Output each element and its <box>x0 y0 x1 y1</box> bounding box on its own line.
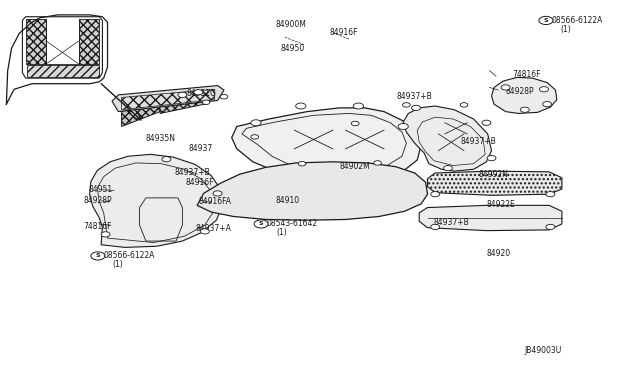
Text: S: S <box>259 221 264 227</box>
Circle shape <box>251 135 259 139</box>
Text: 84928P: 84928P <box>83 196 112 205</box>
Text: 84902M: 84902M <box>339 162 370 171</box>
Polygon shape <box>428 171 562 195</box>
Polygon shape <box>79 19 99 64</box>
Text: 08566-6122A: 08566-6122A <box>104 251 155 260</box>
Circle shape <box>539 16 553 25</box>
Text: 74816F: 74816F <box>83 222 112 231</box>
Polygon shape <box>232 108 421 182</box>
Circle shape <box>374 161 381 165</box>
Polygon shape <box>122 99 160 126</box>
Text: 08543-61642: 08543-61642 <box>266 219 317 228</box>
Text: (1): (1) <box>276 228 287 237</box>
Circle shape <box>403 103 410 107</box>
Text: 84951G: 84951G <box>187 89 217 98</box>
Circle shape <box>91 252 105 260</box>
Polygon shape <box>197 162 428 220</box>
Circle shape <box>546 192 555 197</box>
Text: JB49003U: JB49003U <box>525 346 562 355</box>
Circle shape <box>213 191 222 196</box>
Text: 84937+B: 84937+B <box>175 169 211 177</box>
Circle shape <box>351 121 359 126</box>
Circle shape <box>540 87 548 92</box>
Circle shape <box>178 92 187 97</box>
Polygon shape <box>403 106 492 171</box>
Polygon shape <box>160 93 205 113</box>
Text: 84916F: 84916F <box>330 28 358 37</box>
Circle shape <box>482 120 491 125</box>
Text: 84937+B: 84937+B <box>397 92 433 101</box>
Circle shape <box>101 232 110 237</box>
Circle shape <box>353 103 364 109</box>
Text: 84900M: 84900M <box>275 20 306 29</box>
Text: 84910: 84910 <box>275 196 300 205</box>
Text: 84992N: 84992N <box>479 170 509 179</box>
Circle shape <box>546 224 555 230</box>
Circle shape <box>162 157 171 162</box>
Text: 84935N: 84935N <box>146 134 176 143</box>
Polygon shape <box>419 205 562 231</box>
Text: (1): (1) <box>560 25 571 33</box>
Text: S: S <box>95 253 100 259</box>
Text: 84937+B: 84937+B <box>434 218 470 227</box>
Circle shape <box>202 100 210 105</box>
Polygon shape <box>492 77 557 113</box>
Text: 84937+B: 84937+B <box>461 137 497 146</box>
Circle shape <box>431 192 440 197</box>
Polygon shape <box>112 86 224 112</box>
Circle shape <box>444 166 452 171</box>
Circle shape <box>520 107 529 112</box>
Circle shape <box>398 124 408 129</box>
Circle shape <box>194 90 203 95</box>
Circle shape <box>487 155 496 161</box>
Circle shape <box>501 85 510 90</box>
Circle shape <box>543 102 552 107</box>
Text: 84916FA: 84916FA <box>198 197 232 206</box>
Circle shape <box>251 120 261 126</box>
Text: 84950: 84950 <box>280 44 305 53</box>
Polygon shape <box>90 154 223 247</box>
Circle shape <box>412 105 420 110</box>
Text: S: S <box>543 18 548 23</box>
Text: 84922E: 84922E <box>486 200 515 209</box>
Circle shape <box>200 229 209 234</box>
Polygon shape <box>26 19 46 64</box>
Polygon shape <box>27 65 99 77</box>
Text: 84937: 84937 <box>189 144 213 153</box>
Text: 08566-6122A: 08566-6122A <box>552 16 603 25</box>
Circle shape <box>460 103 468 107</box>
Circle shape <box>220 94 228 99</box>
Text: (1): (1) <box>112 260 123 269</box>
Text: 84951: 84951 <box>88 185 113 194</box>
Circle shape <box>298 161 306 166</box>
Circle shape <box>431 224 440 230</box>
Text: 84920: 84920 <box>486 249 511 258</box>
Text: 74816F: 74816F <box>512 70 541 79</box>
Text: 84916F: 84916F <box>186 178 214 187</box>
Circle shape <box>296 103 306 109</box>
Text: 84937+A: 84937+A <box>195 224 231 233</box>
Text: 84928P: 84928P <box>506 87 534 96</box>
Circle shape <box>254 220 268 228</box>
